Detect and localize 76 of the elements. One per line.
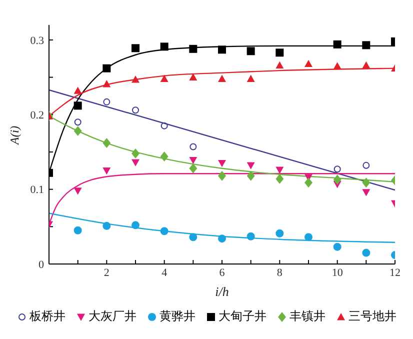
y-tick-label: 0.3 bbox=[30, 34, 44, 47]
point bbox=[276, 61, 284, 69]
point bbox=[218, 170, 226, 181]
point bbox=[304, 233, 312, 242]
y-tick-label: 0.2 bbox=[30, 110, 44, 122]
point bbox=[218, 46, 226, 54]
point bbox=[103, 98, 110, 106]
point bbox=[160, 122, 168, 130]
point bbox=[246, 232, 255, 240]
point bbox=[189, 156, 198, 164]
legend-label: 丰镇井 bbox=[288, 308, 326, 325]
point bbox=[102, 222, 111, 230]
y-tick-label: 0.1 bbox=[30, 184, 44, 196]
legend-label: 大灰厂井 bbox=[88, 308, 136, 325]
point bbox=[132, 221, 140, 230]
point bbox=[276, 48, 284, 57]
point bbox=[333, 62, 342, 70]
x-tick-label: 2 bbox=[104, 266, 110, 279]
point bbox=[276, 229, 284, 238]
point bbox=[102, 80, 111, 88]
y-tick-label: 0 bbox=[38, 258, 44, 271]
point bbox=[189, 233, 198, 242]
point bbox=[246, 74, 255, 82]
point bbox=[333, 242, 342, 251]
point bbox=[160, 74, 168, 82]
point bbox=[333, 40, 342, 48]
point bbox=[160, 227, 168, 236]
x-tick-label: 6 bbox=[219, 266, 226, 279]
legend-label: 三号地井 bbox=[348, 308, 396, 325]
point bbox=[189, 163, 198, 174]
point bbox=[132, 148, 140, 158]
point bbox=[132, 106, 139, 114]
point bbox=[189, 44, 198, 53]
point bbox=[74, 102, 82, 110]
point bbox=[362, 248, 370, 257]
legend-label: 板桥井 bbox=[28, 308, 66, 325]
x-tick-label: 4 bbox=[162, 266, 168, 279]
point bbox=[218, 234, 226, 243]
x-axis-title: i/h bbox=[215, 284, 229, 299]
point bbox=[132, 159, 140, 166]
y-axis-title: A(i) bbox=[7, 126, 22, 146]
point bbox=[102, 167, 111, 175]
x-tick-label: 8 bbox=[276, 266, 283, 279]
point bbox=[362, 178, 370, 188]
legend-label: 黄骅井 bbox=[158, 308, 196, 325]
point bbox=[218, 160, 226, 168]
point bbox=[190, 143, 197, 150]
x-tick-label: 12 bbox=[390, 266, 400, 279]
x-tick-label: 10 bbox=[332, 266, 344, 279]
point bbox=[246, 47, 255, 56]
point bbox=[74, 226, 82, 234]
point bbox=[304, 178, 312, 188]
point bbox=[132, 44, 140, 52]
point bbox=[276, 174, 284, 184]
legend-label: 大甸子井 bbox=[218, 308, 266, 325]
point bbox=[362, 61, 370, 69]
point bbox=[304, 60, 312, 68]
point bbox=[246, 162, 255, 170]
point bbox=[334, 166, 341, 173]
point bbox=[362, 189, 370, 196]
point bbox=[102, 64, 111, 72]
point bbox=[74, 86, 82, 94]
point bbox=[362, 162, 370, 169]
point bbox=[132, 76, 140, 83]
point bbox=[218, 74, 226, 82]
point bbox=[160, 151, 168, 162]
point bbox=[189, 73, 198, 80]
point bbox=[276, 166, 284, 174]
point bbox=[74, 188, 82, 195]
point bbox=[362, 41, 370, 50]
point bbox=[333, 174, 342, 185]
point bbox=[160, 42, 168, 51]
point bbox=[74, 118, 82, 126]
point bbox=[246, 170, 255, 181]
point bbox=[74, 126, 82, 136]
point bbox=[102, 138, 111, 148]
